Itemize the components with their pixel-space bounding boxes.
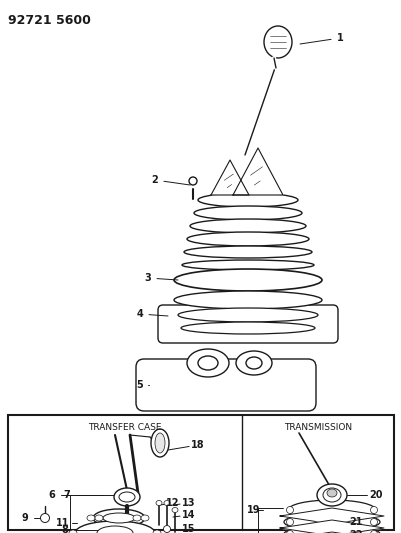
Ellipse shape [178,308,317,322]
Text: 7: 7 [63,490,70,500]
Ellipse shape [155,433,164,453]
Ellipse shape [151,429,168,457]
Ellipse shape [326,489,336,497]
Text: 19: 19 [247,505,260,515]
Ellipse shape [370,530,377,533]
Ellipse shape [141,515,149,521]
Ellipse shape [180,322,314,334]
Ellipse shape [263,26,291,58]
Ellipse shape [186,232,308,246]
Ellipse shape [95,515,103,521]
Text: 8: 8 [61,525,68,533]
Text: TRANSFER CASE: TRANSFER CASE [88,423,161,432]
Ellipse shape [69,530,77,533]
Text: 14: 14 [182,510,195,520]
Ellipse shape [114,488,140,506]
Ellipse shape [87,515,95,521]
Text: 4: 4 [136,309,143,319]
Polygon shape [233,148,282,195]
Ellipse shape [156,500,162,505]
Ellipse shape [287,500,375,520]
Ellipse shape [370,506,377,513]
Ellipse shape [235,351,271,375]
Ellipse shape [198,193,297,207]
Ellipse shape [164,500,170,505]
Ellipse shape [370,519,377,526]
Text: 5: 5 [136,380,143,390]
Ellipse shape [286,530,293,533]
Text: 22: 22 [348,530,362,533]
Ellipse shape [184,246,311,258]
Ellipse shape [245,357,261,369]
Ellipse shape [188,177,196,185]
Polygon shape [279,532,383,533]
Text: 2: 2 [151,175,158,185]
Text: 6: 6 [49,490,55,500]
Text: 20: 20 [369,490,382,500]
Ellipse shape [283,525,379,533]
Ellipse shape [119,492,135,502]
Ellipse shape [322,488,340,502]
Ellipse shape [153,530,160,533]
Text: 92721 5600: 92721 5600 [8,14,91,27]
Ellipse shape [316,484,346,506]
Ellipse shape [283,513,379,531]
Ellipse shape [41,513,49,522]
Polygon shape [279,508,383,524]
Ellipse shape [133,515,141,521]
FancyBboxPatch shape [158,305,337,343]
Ellipse shape [286,519,293,526]
Text: 12: 12 [166,498,179,508]
Text: 1: 1 [336,33,342,43]
Ellipse shape [93,509,145,527]
Ellipse shape [103,513,135,523]
Text: 13: 13 [182,498,195,508]
Text: 3: 3 [144,273,151,283]
Polygon shape [279,520,383,533]
Ellipse shape [186,349,229,377]
Bar [8,415,393,530]
Text: 9: 9 [22,513,28,523]
Text: 11: 11 [56,518,70,528]
Ellipse shape [174,269,321,291]
Ellipse shape [174,291,321,309]
Ellipse shape [190,219,305,233]
Ellipse shape [97,526,133,533]
Text: TRANSMISSION: TRANSMISSION [283,423,351,432]
Ellipse shape [163,526,170,532]
Ellipse shape [194,206,301,220]
Text: 18: 18 [191,440,204,450]
Ellipse shape [182,260,313,270]
Text: 15: 15 [182,524,195,533]
FancyBboxPatch shape [136,359,315,411]
Polygon shape [211,160,248,195]
Text: 21: 21 [348,517,362,527]
Ellipse shape [286,506,293,513]
Ellipse shape [75,521,155,533]
Ellipse shape [198,356,217,370]
Ellipse shape [172,507,178,513]
